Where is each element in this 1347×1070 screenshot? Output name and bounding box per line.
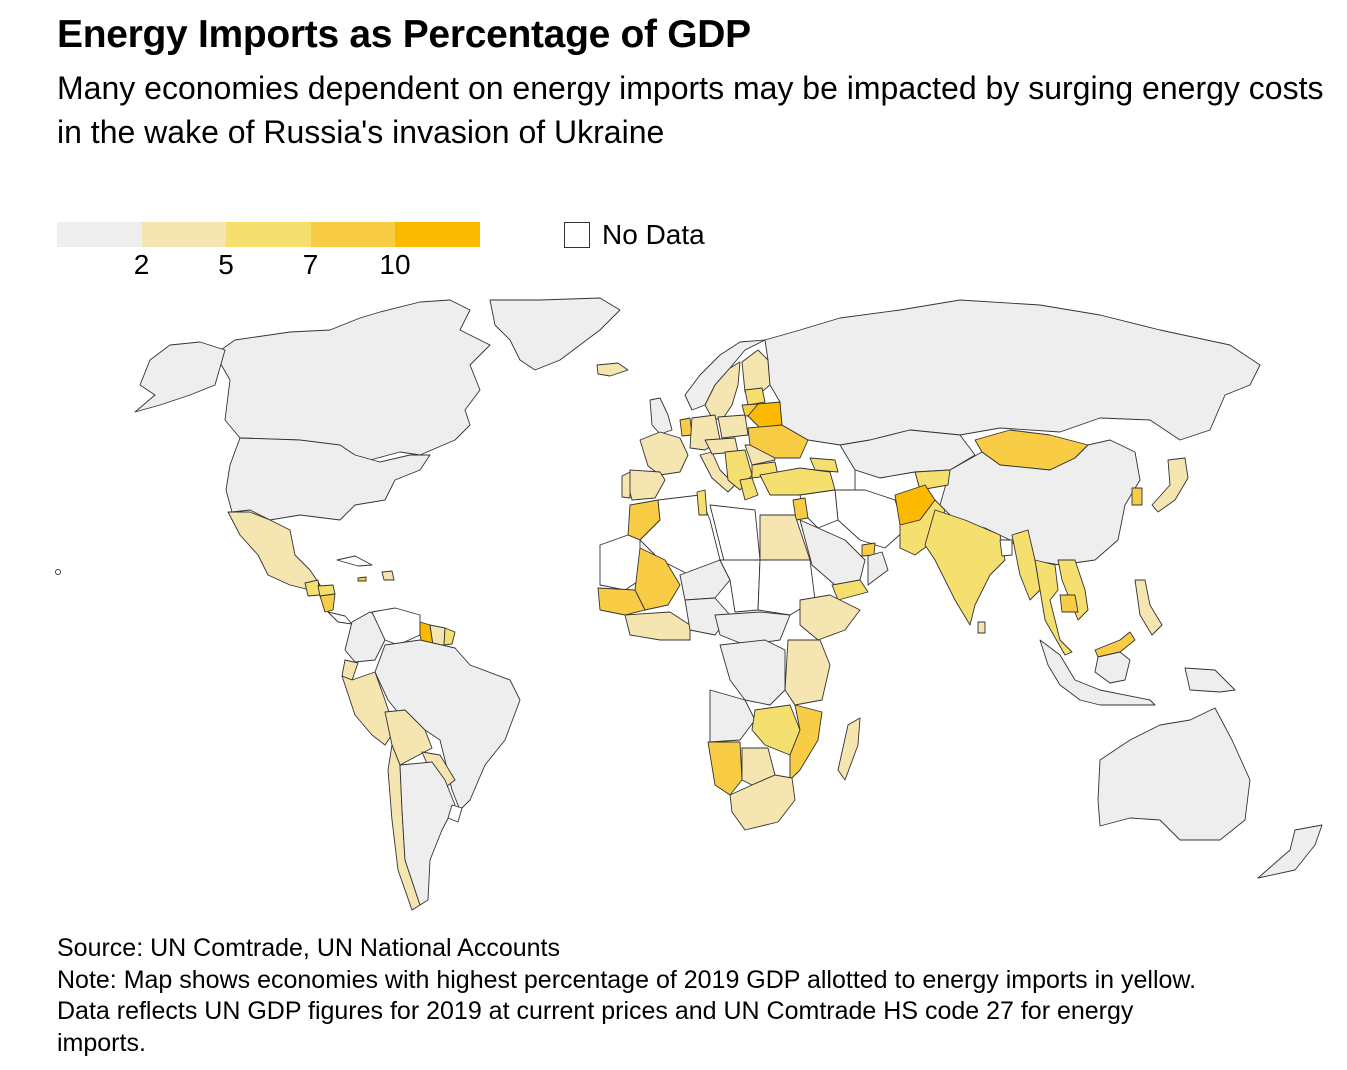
country-indonesia <box>1039 639 1156 706</box>
country-australia <box>1097 707 1251 841</box>
country-indonesia-borneo <box>1094 651 1131 684</box>
country-jamaica <box>357 576 367 582</box>
country-finland <box>741 349 771 396</box>
country-cambodia <box>1059 594 1079 613</box>
legend-bar <box>57 222 480 247</box>
country-guatemala <box>304 579 321 597</box>
country-dominican-republic <box>381 570 395 581</box>
country-dr-congo <box>719 639 786 706</box>
country-bangladesh <box>999 539 1013 557</box>
legend-tick: 10 <box>379 249 411 280</box>
island-pacific <box>55 569 61 575</box>
country-china <box>939 439 1141 566</box>
country-tunisia <box>696 489 708 516</box>
country-portugal <box>621 471 631 499</box>
country-usa-alaska <box>134 341 226 413</box>
country-uae <box>861 542 876 557</box>
country-greenland <box>489 297 621 371</box>
source-note: Source: UN Comtrade, UN National Account… <box>57 934 560 962</box>
country-west-africa <box>624 611 691 641</box>
legend-ticks: 2 5 7 10 <box>57 247 480 281</box>
country-russia <box>764 299 1261 446</box>
country-norway <box>684 339 766 411</box>
no-data-swatch <box>564 222 590 248</box>
country-panama <box>327 611 353 625</box>
country-ethiopia-somalia <box>799 594 861 641</box>
country-new-zealand <box>1257 824 1323 879</box>
country-cuba <box>336 555 373 567</box>
country-jordan-lebanon <box>792 497 809 521</box>
legend-tick: 2 <box>133 249 150 280</box>
chart-footer: Source: UN Comtrade, UN National Account… <box>57 933 1347 1059</box>
country-iceland <box>596 362 629 377</box>
legend-swatch-5-7 <box>226 222 311 247</box>
country-iran <box>834 489 906 549</box>
country-south-africa <box>729 774 796 831</box>
country-yemen <box>831 579 869 601</box>
country-mozambique <box>789 704 823 781</box>
country-chad <box>719 559 761 613</box>
country-mexico <box>227 511 321 591</box>
country-france <box>639 431 689 476</box>
method-note: Note: Map shows economies with highest p… <box>57 965 1197 994</box>
country-kenya-tanzania <box>784 639 831 706</box>
country-korea <box>1131 487 1143 506</box>
legend-tick: 7 <box>302 249 319 280</box>
country-uk <box>649 397 673 435</box>
country-spain <box>627 469 666 501</box>
country-oman <box>867 551 889 586</box>
country-argentina <box>399 761 456 906</box>
world-map <box>55 297 1323 911</box>
legend-swatch-7-10 <box>310 222 395 247</box>
country-papua-new-guinea <box>1184 667 1236 693</box>
legend-swatch-under-2 <box>57 222 142 247</box>
chart-title: Energy Imports as Percentage of GDP <box>57 13 751 56</box>
country-baltics <box>744 387 766 406</box>
country-poland <box>717 414 749 439</box>
legend-tick: 5 <box>218 249 234 280</box>
country-sri-lanka <box>977 621 986 634</box>
country-french-guiana <box>443 627 456 646</box>
country-india <box>924 509 1006 626</box>
country-philippines <box>1134 579 1163 636</box>
country-angola <box>709 689 756 743</box>
country-western-sahara-mauritania <box>599 534 641 591</box>
country-greece <box>739 477 759 501</box>
chart-subtitle: Many economies dependent on energy impor… <box>57 70 1324 150</box>
country-laos-vietnam <box>1057 559 1089 621</box>
country-namibia <box>707 741 743 796</box>
country-central-africa <box>714 611 791 646</box>
country-uruguay <box>447 804 463 823</box>
no-data-label: No Data <box>602 219 705 250</box>
country-saudi-arabia <box>799 519 866 586</box>
legend-swatch-2-5 <box>141 222 226 247</box>
method-note: imports. <box>57 1028 146 1057</box>
country-belgium-netherlands <box>679 417 693 437</box>
method-note: Data reflects UN GDP figures for 2019 at… <box>57 997 1134 1025</box>
country-niger <box>679 559 731 601</box>
legend-swatch-10-plus <box>395 222 480 247</box>
color-legend: 2 5 7 10 <box>57 222 480 281</box>
country-japan <box>1151 457 1189 513</box>
country-georgia-armenia <box>809 457 839 473</box>
country-nicaragua <box>319 593 336 613</box>
no-data-legend: No Data <box>564 219 705 251</box>
country-thailand <box>1034 559 1073 656</box>
country-senegal-guinea <box>597 587 646 616</box>
country-madagascar <box>837 717 861 781</box>
country-suriname <box>429 624 446 646</box>
